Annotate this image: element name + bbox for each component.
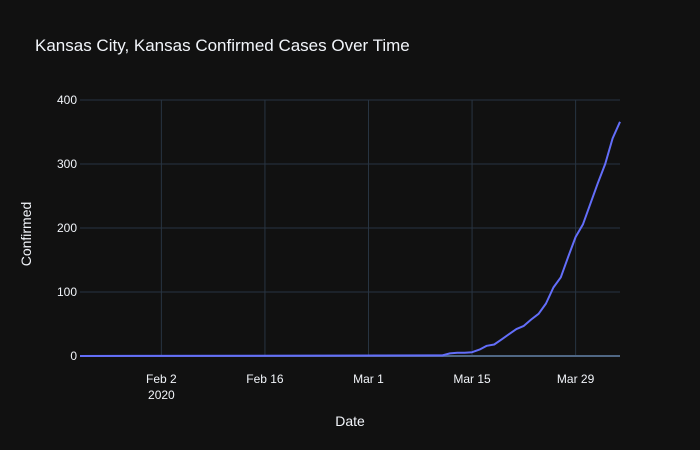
y-tick-label: 400 [57, 93, 77, 107]
y-tick-label: 0 [70, 349, 77, 363]
y-tick-label: 300 [57, 157, 77, 171]
y-tick-label: 100 [57, 285, 77, 299]
tick-layer: Feb 2 2020 Feb 16 Mar 1 Mar 15 Mar 29 0 100 200 3… [57, 93, 595, 402]
x-tick-label: Feb 2 [146, 372, 177, 386]
series-layer [79, 121, 621, 357]
y-axis-title: Confirmed [18, 202, 34, 267]
series-line-confirmed [79, 121, 621, 357]
x-tick-label: Mar 1 [353, 372, 384, 386]
y-tick-label: 200 [57, 221, 77, 235]
x-tick-sublabel: 2020 [148, 388, 175, 402]
x-tick-label: Mar 29 [557, 372, 595, 386]
x-tick-label: Mar 15 [453, 372, 491, 386]
chart-title: Kansas City, Kansas Confirmed Cases Over… [35, 36, 410, 55]
x-axis-title: Date [335, 413, 365, 429]
x-tick-label: Feb 16 [246, 372, 284, 386]
